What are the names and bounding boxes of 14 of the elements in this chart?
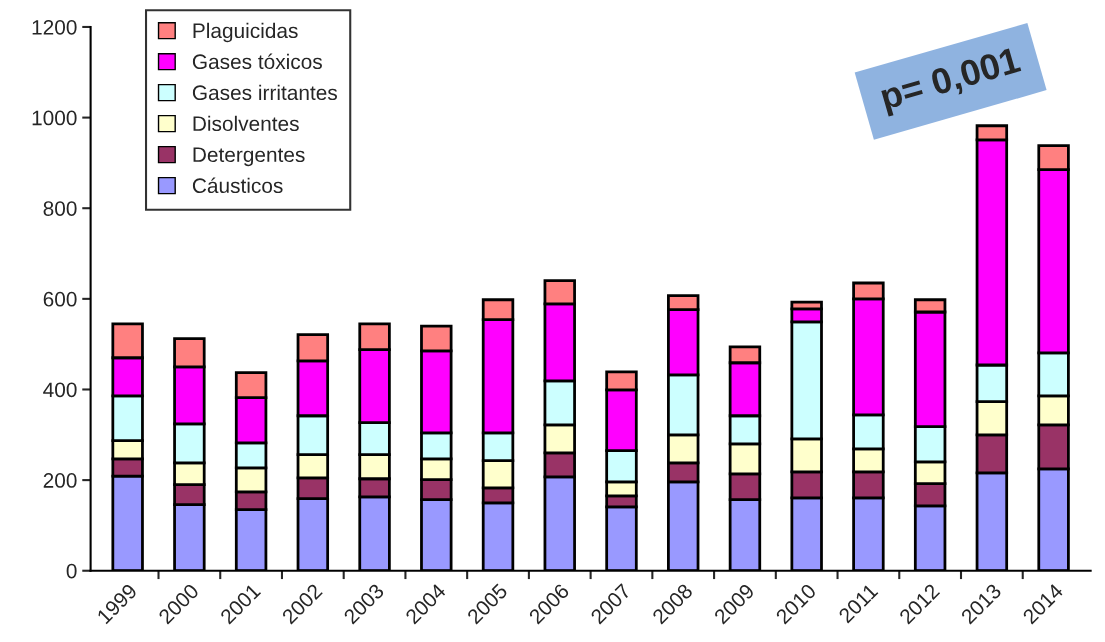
y-tick-label: 400	[43, 382, 77, 398]
legend-label: Gases tóxicos	[192, 53, 322, 70]
legend-label: Gases irritantes	[192, 84, 337, 101]
legend-label: Disolventes	[193, 115, 299, 132]
legend-label: Cáusticos	[192, 177, 283, 194]
legend-label: Detergentes	[193, 147, 305, 167]
y-tick-label: 0	[66, 563, 77, 579]
y-tick-label: 1200	[32, 19, 77, 35]
y-tick-label: 1000	[32, 110, 77, 126]
y-tick-label: 200	[43, 473, 77, 488]
annotation: p= 0,001	[879, 46, 1024, 117]
y-tick-label: 600	[43, 291, 77, 307]
legend-label: Plaguicidas	[193, 22, 298, 43]
y-tick-label: 800	[43, 201, 77, 216]
